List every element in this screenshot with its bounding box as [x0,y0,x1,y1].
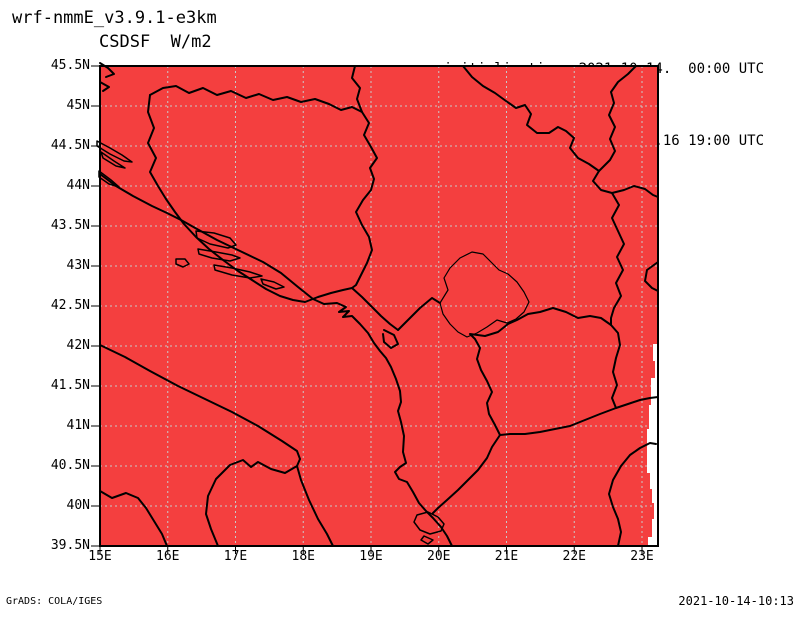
island-corfu [413,511,445,545]
variable-title: CSDSF W/m2 [99,32,212,52]
coastline-italy-tyrrhenian [99,490,168,547]
border-serbia-bulgaria [610,192,625,326]
y-axis-label: 40N [66,498,90,513]
border-croatia-bosnia-west [147,94,353,303]
y-axis-label: 42.5N [50,298,90,313]
border-romania-northeast [598,65,637,172]
coastline-greece-thermaic [608,442,657,547]
y-axis-label: 42N [66,338,90,353]
x-axis-label: 19E [359,549,383,564]
border-greece-bulgaria [615,396,659,409]
x-axis-label: 15E [88,549,112,564]
border-north-macedonia [469,307,621,436]
plot-frame [99,65,659,547]
y-axis-label: 44N [66,178,90,193]
axis-ticks [91,65,643,554]
y-axis-label: 41.5N [50,378,90,393]
border-croatia-bosnia-north [149,85,363,113]
border-greece-albania [432,434,501,514]
model-title: wrf-nmmE_v3.9.1-e3km [12,8,217,28]
nodata-strip [647,344,658,546]
y-axis-label: 45N [66,98,90,113]
grads-credit: GrADS: COLA/IGES [6,596,103,607]
y-axis-label: 39.5N [50,538,90,553]
coastline-adriatic-east [99,173,453,547]
border-kosovo [439,251,530,338]
coastline-italy-adriatic [99,344,334,547]
x-axis-label: 21E [494,549,519,564]
border-bulgaria-danube-arc [644,261,659,292]
x-axis-label: 18E [291,549,315,564]
border-montenegro-albania [382,297,441,349]
y-axis-label: 45.5N [50,58,90,73]
creation-timestamp: 2021-10-14-10:13 [678,594,794,608]
y-axis-label: 40.5N [50,458,90,473]
x-axis-label: 22E [562,549,586,564]
border-serbia-romania [462,65,659,198]
y-axis-label: 43N [66,258,90,273]
x-axis-label: 16E [156,549,180,564]
x-axis-label: 20E [427,549,451,564]
y-axis-label: 41N [66,418,90,433]
y-axis-label: 44.5N [50,138,90,153]
border-serbia-west-drina [351,65,399,331]
y-axis-label: 43.5N [50,218,90,233]
x-axis-label: 23E [630,549,654,564]
x-axis-label: 17E [223,549,248,564]
